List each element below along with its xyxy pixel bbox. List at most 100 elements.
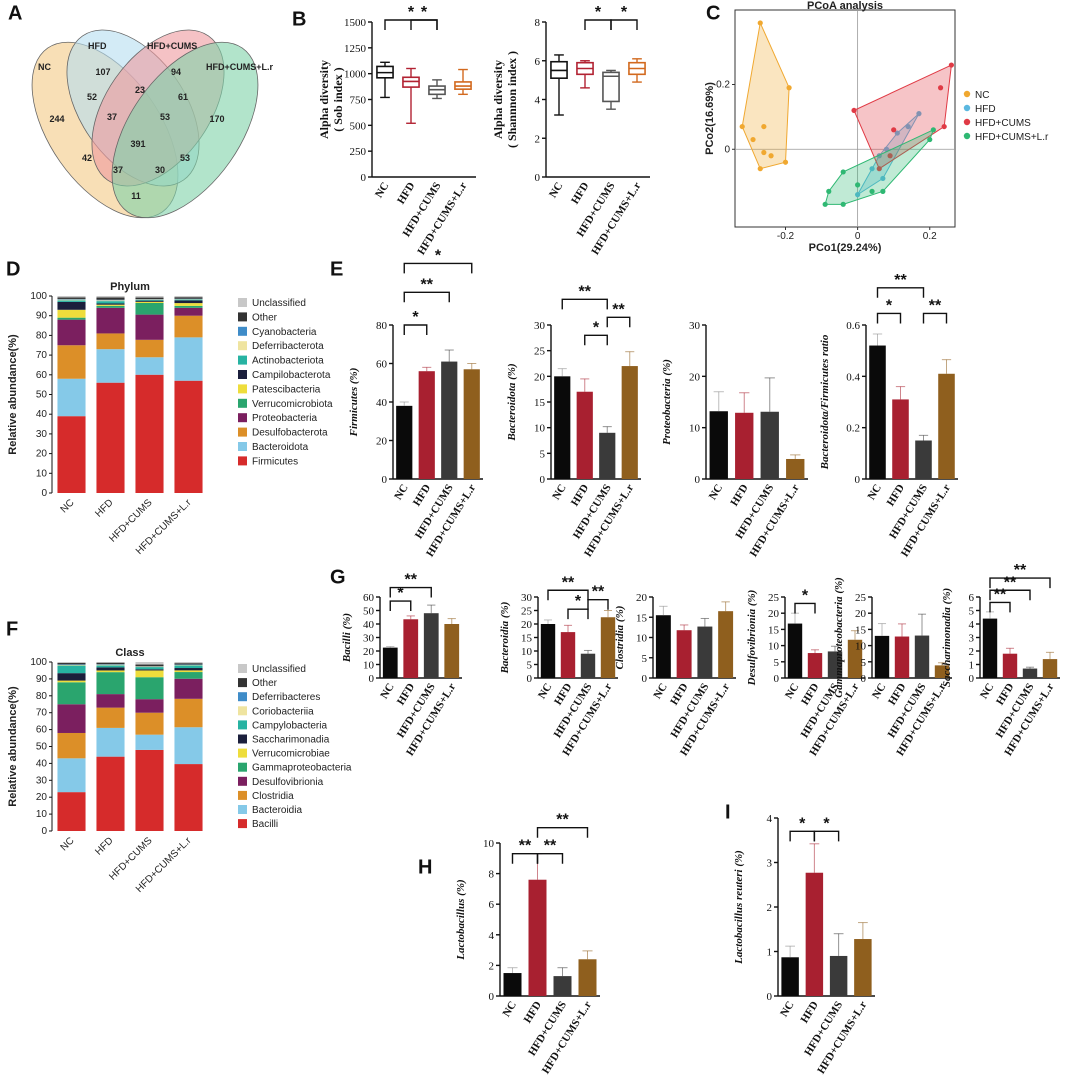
y-tick-label: 0 <box>535 172 541 184</box>
legend-label: Campylobacteria <box>252 720 327 731</box>
bar-hfd-cums <box>441 361 458 479</box>
data-point <box>840 201 846 207</box>
panel-label: I <box>725 802 731 824</box>
significance-label: ** <box>612 301 625 318</box>
x-tick-label: NC <box>392 482 411 502</box>
legend-swatch <box>238 413 247 423</box>
stack-segment-unclassified <box>174 662 203 664</box>
chart-title: Class <box>115 647 144 659</box>
venn-region-count: 61 <box>178 92 188 102</box>
stack-segment-patescibacteria <box>135 301 164 303</box>
y-tick-label: 100 <box>30 291 47 302</box>
legend-swatch <box>238 341 247 351</box>
stack-segment-bacilli <box>57 792 86 831</box>
venn-region-count: 244 <box>49 114 64 124</box>
stack-segment-cyanobacteria <box>57 298 86 300</box>
y-axis-label-line: Alpha diversity <box>317 60 331 139</box>
chart-g2: 051015202530NCHFDHFD+CUMSHFD+CUMS+L.rBac… <box>499 574 618 758</box>
y-tick-label: 10 <box>521 646 533 658</box>
series-nc <box>739 20 792 172</box>
panel-label: C <box>706 3 720 25</box>
y-tick-label: 5 <box>642 653 648 665</box>
y-axis-label: Lactobacillus (%) <box>455 879 467 960</box>
y-tick-label: 0 <box>855 474 861 486</box>
legend-label: Desulfovibrionia <box>252 777 324 788</box>
legend-label: Proteobacteria <box>252 413 317 424</box>
x-tick-label: NC <box>778 999 797 1019</box>
y-tick-label: 40 <box>36 409 48 420</box>
legend-swatch <box>238 398 247 408</box>
y-tick-label: 4 <box>535 95 541 107</box>
bar-nc <box>540 624 556 678</box>
panel-label: F <box>6 619 18 641</box>
bar-hfd-cums-l-r <box>938 373 955 479</box>
y-tick-label: 10 <box>36 468 48 479</box>
venn-region-count: 391 <box>130 139 145 149</box>
significance-label: * <box>575 593 582 610</box>
y-tick-label: 2 <box>489 960 495 972</box>
y-tick-label: 10 <box>36 809 48 820</box>
data-point <box>855 182 861 188</box>
significance-bracket <box>536 853 564 864</box>
y-tick-label: 80 <box>36 691 48 702</box>
stack-segment-gammaproteobacteria <box>135 677 164 700</box>
y-tick-label: 20 <box>636 592 648 604</box>
bar-hfd <box>892 399 909 479</box>
legend-label: Gammaproteobacteria <box>252 763 352 774</box>
bar-hfd-cums <box>580 653 596 678</box>
x-tick-label: -0.2 <box>777 231 795 242</box>
bar-hfd <box>528 879 547 996</box>
significance-bracket <box>876 312 902 324</box>
box-hfd <box>576 60 594 89</box>
stack-segment-other <box>174 663 203 665</box>
legend-swatch <box>238 692 247 702</box>
stack-segment-other <box>96 662 125 665</box>
y-axis-label-line: ( Shannnon index ) <box>505 51 519 148</box>
box-hfd <box>402 67 420 124</box>
y-tick-label: 15 <box>521 633 533 645</box>
venn-region-count: 170 <box>209 114 224 124</box>
y-tick-label: 50 <box>36 742 48 753</box>
stack-segment-saccharimonadia <box>135 669 164 671</box>
stack-segment-coriobacteriia <box>135 666 164 668</box>
significance-label: ** <box>894 272 907 289</box>
chart-a: A NC HFD HFD+CUMS HFD+CUMS+L.r 244 107 94 170 52 2… <box>8 3 274 219</box>
stack-segment-verrucomicrobiae <box>174 670 203 673</box>
stack-segment-bacteroidota <box>174 337 203 381</box>
legend-label: Patescibacteria <box>252 384 321 395</box>
stack-segment-gammaproteobacteria <box>96 672 125 695</box>
stack-segment-deferribacterota <box>96 300 125 302</box>
legend-label: Deferribacteres <box>252 692 320 703</box>
y-tick-label: 10 <box>534 423 546 435</box>
significance-label: ** <box>562 574 575 591</box>
data-point <box>948 62 954 68</box>
box-body <box>602 71 620 103</box>
stack-segment-desulfovibrionia <box>57 704 86 733</box>
data-point <box>826 188 832 194</box>
significance-bracket <box>536 827 589 838</box>
stack-segment-verrucomicrobiota <box>96 305 125 308</box>
series-hfd-cums-l-r <box>822 127 936 207</box>
x-tick-label: NC <box>865 482 884 502</box>
legend-swatch <box>238 427 247 437</box>
stack-segment-bacteroidia <box>57 758 86 793</box>
y-tick-label: 1500 <box>344 17 367 29</box>
venn-set-label: NC <box>38 62 51 72</box>
y-tick-label: 0 <box>767 991 773 1003</box>
stack-segment-desulfobacterota <box>57 345 86 379</box>
y-axis-label: Gammaproteobacteria (%) <box>833 577 845 698</box>
y-tick-label: 10 <box>689 423 701 435</box>
bar-hfd <box>576 391 593 479</box>
x-tick-label: HFD <box>728 482 751 508</box>
significance-bracket <box>547 589 589 601</box>
venn-region-count: 42 <box>82 153 92 163</box>
y-tick-label: 40 <box>363 619 375 631</box>
x-axis-label: PCo1(29.24%) <box>809 242 882 254</box>
significance-bracket <box>989 577 1051 589</box>
x-tick-label: NC <box>783 681 802 701</box>
y-tick-label: 0 <box>41 826 47 837</box>
y-tick-label: 0 <box>642 673 648 685</box>
